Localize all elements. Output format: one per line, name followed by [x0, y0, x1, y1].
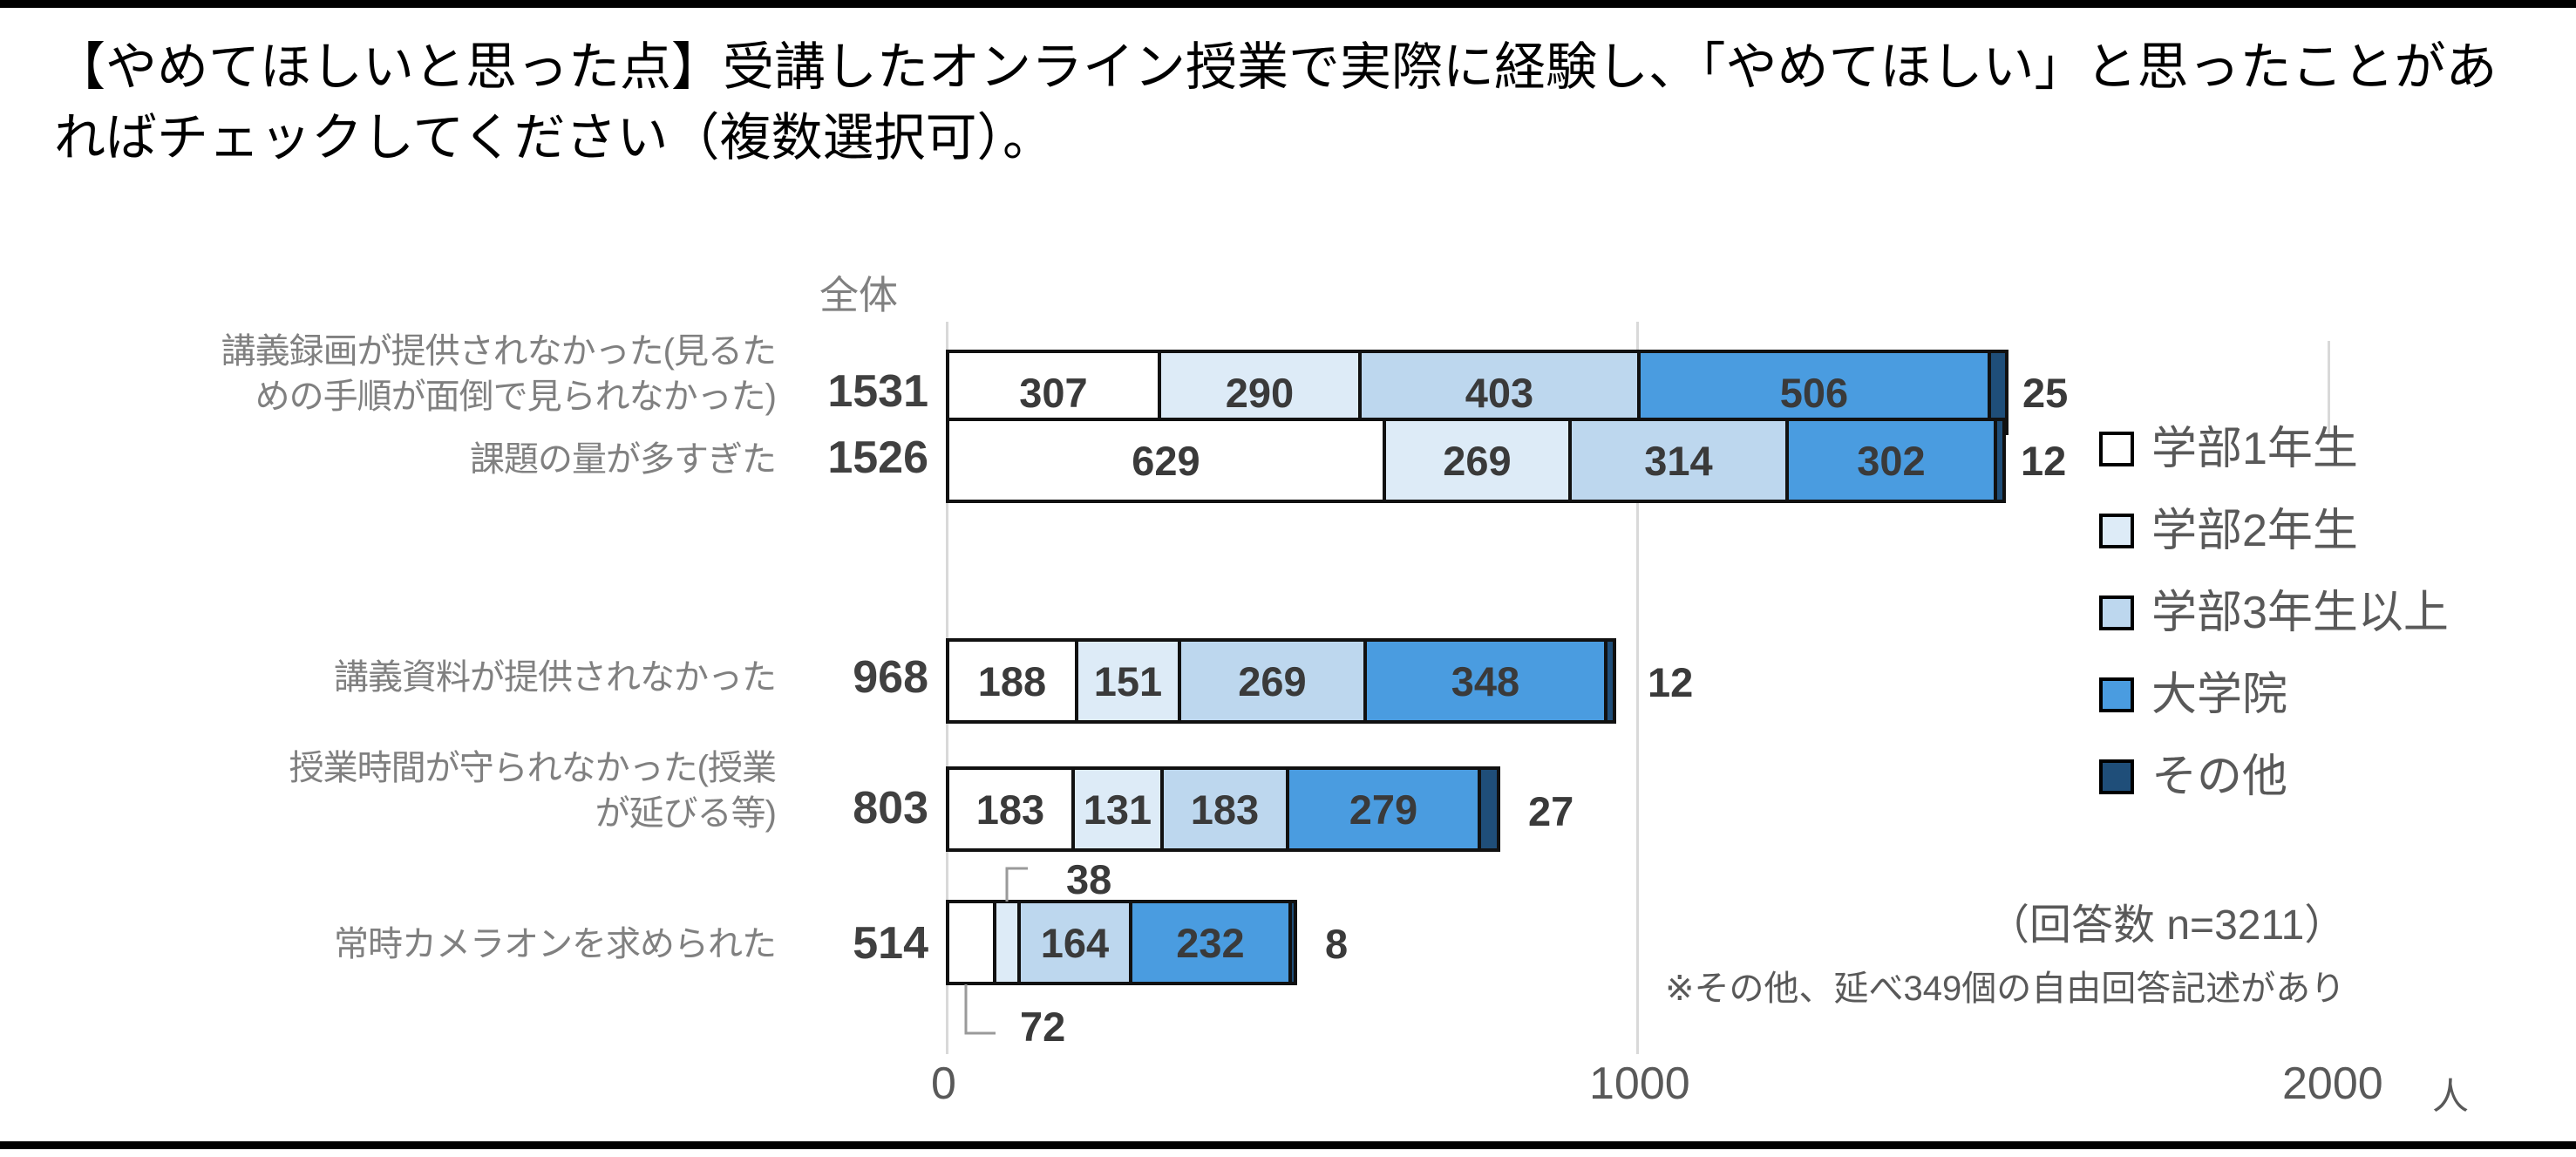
free-text-note: ※その他、延べ349個の自由回答記述があり: [1665, 970, 2346, 1008]
legend-swatch-u1: [2099, 432, 2134, 466]
gridline-1000: [1636, 322, 1639, 1054]
total-row-2: 1526: [827, 432, 928, 483]
end-label-row-4: 27: [1528, 788, 1574, 834]
bar-segment-u2: [993, 900, 1021, 985]
end-label-row-1: 25: [2022, 370, 2069, 416]
stacked-bar-row-3: 188 151 269 348: [946, 638, 1616, 724]
plot-area: 全体 講義録画が提供されなかった(見るた めの手順が面倒で見られなかった) 15…: [0, 8, 2576, 1157]
bar-segment-u3: 314: [1568, 418, 1789, 503]
legend-item-u2[interactable]: 学部2年生: [2099, 500, 2449, 562]
bar-segment-u1: [946, 900, 996, 985]
legend-label-other: その他: [2151, 752, 2288, 802]
bar-segment-u3: 269: [1178, 638, 1367, 724]
bar-segment-other: [1994, 418, 2006, 503]
segment-value: 269: [1443, 437, 1512, 484]
bar-segment-u1: 188: [946, 638, 1078, 724]
end-label-row-2: 12: [2021, 438, 2067, 484]
segment-value: 183: [975, 786, 1045, 833]
bar-segment-grad: 302: [1785, 418, 1997, 503]
x-tick-1000: 1000: [1589, 1058, 1690, 1109]
legend-swatch-u2: [2099, 514, 2134, 548]
bar-segment-u3: 183: [1160, 766, 1289, 852]
end-label-row-3: 12: [1648, 659, 1694, 705]
legend-swatch-grad: [2099, 677, 2134, 712]
segment-value: 314: [1644, 437, 1713, 484]
segment-value: 629: [1132, 437, 1200, 484]
legend-item-u1[interactable]: 学部1年生: [2099, 418, 2449, 480]
segment-value: 279: [1349, 786, 1418, 833]
segment-value: 290: [1225, 369, 1295, 416]
category-label-row-4: 授業時間が守られなかった(授業 が延びる等): [17, 745, 777, 836]
category-label-line: 講義資料が提供されなかった: [334, 658, 777, 697]
total-row-3: 968: [853, 652, 928, 703]
legend-label-grad: 大学院: [2151, 670, 2288, 720]
category-label-row-3: 講義資料が提供されなかった: [17, 655, 777, 700]
segment-value: 269: [1238, 657, 1307, 704]
bar-segment-u1: 629: [946, 418, 1386, 503]
category-label-row-1: 講義録画が提供されなかった(見るた めの手順が面倒で見られなかった): [17, 329, 777, 419]
x-tick-2000: 2000: [2282, 1058, 2383, 1109]
callout-value-38: 38: [1066, 856, 1112, 902]
segment-value: 506: [1779, 369, 1849, 416]
stacked-bar-row-5: 164 232: [946, 900, 1297, 985]
overall-column-header: 全体: [819, 273, 898, 317]
legend-label-u2: 学部2年生: [2151, 506, 2358, 556]
category-label-line: 講義録画が提供されなかった(見るた: [221, 332, 777, 371]
bar-segment-other: [1478, 766, 1500, 852]
bar-segment-grad: 348: [1363, 638, 1607, 724]
legend-label-u1: 学部1年生: [2151, 424, 2358, 474]
total-row-1: 1531: [827, 366, 928, 417]
category-label-line: 授業時間が守られなかった(授業: [289, 749, 777, 787]
chart-title: 【やめてほしいと思った点】受講したオンライン授業で実際に経験し、「やめてほしい」…: [54, 38, 2498, 167]
bar-segment-u2: 131: [1071, 766, 1164, 852]
stacked-bar-row-2: 629 269 314 302: [946, 418, 2006, 503]
segment-value: 164: [1040, 919, 1110, 966]
total-row-4: 803: [853, 783, 928, 834]
legend-item-u3[interactable]: 学部3年生以上: [2099, 582, 2449, 644]
segment-value: 151: [1093, 657, 1163, 704]
segment-value: 131: [1083, 786, 1152, 833]
category-label-row-2: 課題の量が多すぎた: [17, 437, 777, 482]
category-label-line: 常時カメラオンを求められた: [334, 925, 777, 963]
category-label-row-5: 常時カメラオンを求められた: [17, 922, 777, 967]
callout-leader-38: [1005, 867, 1028, 902]
legend-item-other[interactable]: その他: [2099, 745, 2449, 808]
bar-segment-u2: 269: [1383, 418, 1572, 503]
segment-value: 307: [1019, 369, 1088, 416]
legend-swatch-other: [2099, 759, 2134, 794]
category-label-line: が延びる等): [595, 794, 777, 833]
bar-segment-u1: 183: [946, 766, 1075, 852]
callout-leader-72: [964, 984, 996, 1035]
bar-segment-grad: 279: [1286, 766, 1481, 852]
segment-value: 232: [1176, 919, 1245, 966]
stacked-bar-row-4: 183 131 183 279: [946, 766, 1500, 852]
segment-value: 348: [1451, 657, 1520, 704]
total-row-5: 514: [853, 918, 928, 969]
segment-value: 403: [1465, 369, 1534, 416]
segment-value: 302: [1857, 437, 1926, 484]
response-count-note: （回答数 n=3211）: [1988, 902, 2347, 949]
legend-swatch-u3: [2099, 596, 2134, 630]
bar-segment-grad: 232: [1129, 900, 1292, 985]
gridline-2000: [2328, 341, 2330, 435]
legend-item-grad[interactable]: 大学院: [2099, 664, 2449, 726]
bar-segment-other: [1604, 638, 1616, 724]
bar-segment-u2: 151: [1075, 638, 1181, 724]
x-axis-unit-label: 人: [2432, 1076, 2470, 1117]
end-label-row-5: 8: [1325, 921, 1349, 967]
bar-segment-u3: 164: [1017, 900, 1132, 985]
category-label-line: 課題の量が多すぎた: [470, 440, 777, 479]
callout-value-72: 72: [1020, 1004, 1066, 1050]
x-tick-0: 0: [931, 1058, 956, 1109]
category-label-line: めの手順が面倒で見られなかった): [255, 378, 777, 416]
segment-value: 188: [977, 657, 1047, 704]
legend-label-u3: 学部3年生以上: [2151, 588, 2449, 638]
legend: 学部1年生 学部2年生 学部3年生以上 大学院 その他: [2099, 418, 2449, 827]
segment-value: 183: [1190, 786, 1260, 833]
bar-segment-other: [1288, 900, 1297, 985]
